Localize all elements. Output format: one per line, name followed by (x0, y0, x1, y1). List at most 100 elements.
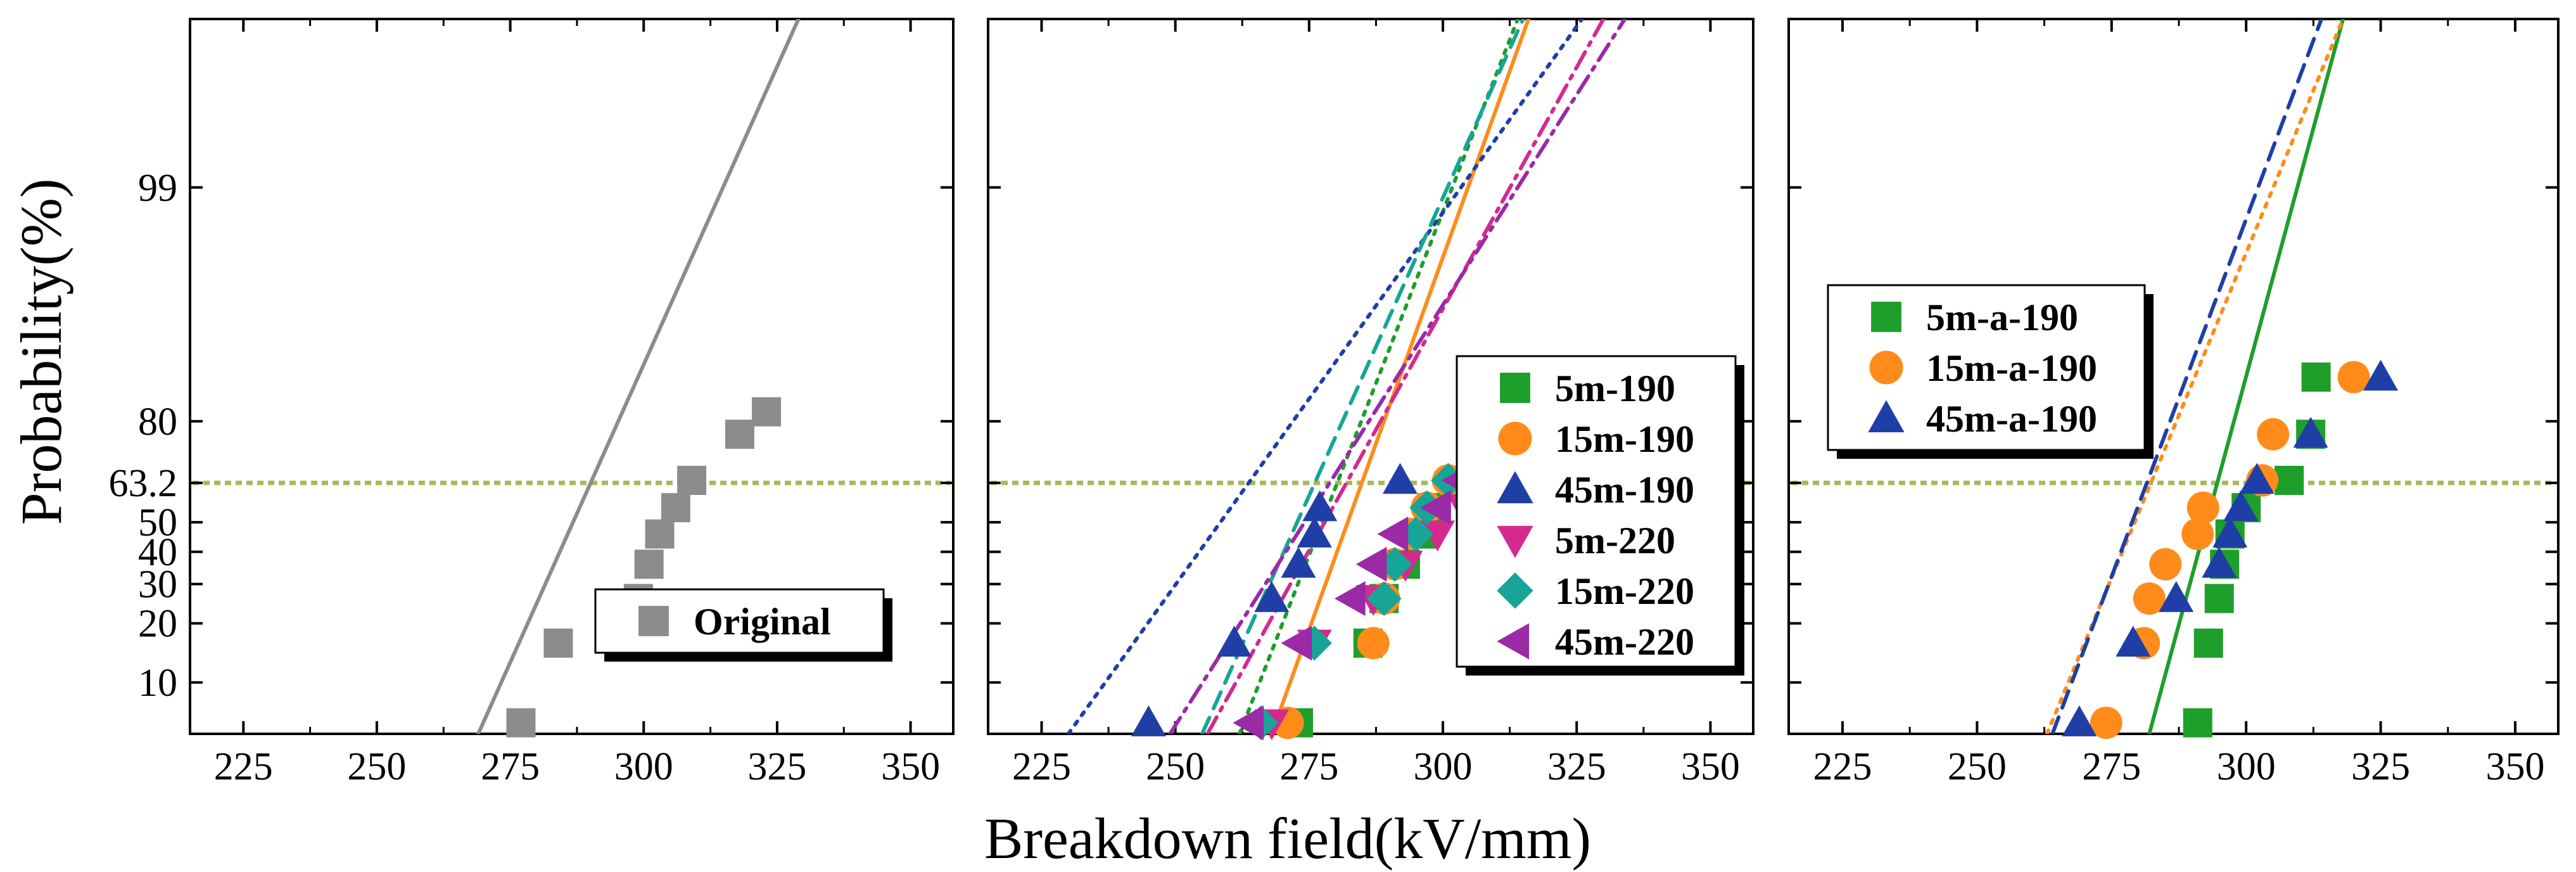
fit-line-5m-220 (1205, 19, 1606, 734)
data-point-15m-a-190 (2186, 491, 2219, 524)
legend-label: 5m-a-190 (1926, 297, 2078, 338)
data-point-Original (677, 466, 707, 496)
data-point-45m-220 (1355, 546, 1387, 582)
data-point-5m-a-190 (2204, 584, 2234, 613)
fit-lines (476, 19, 801, 734)
x-tick-label: 325 (2351, 745, 2410, 788)
data-point-45m-a-190 (2116, 625, 2151, 657)
y-tick-label: 50 (138, 501, 177, 544)
x-tick-label: 300 (1414, 745, 1473, 788)
data-point-Original (506, 708, 536, 738)
data-point-45m-190 (1254, 580, 1290, 612)
y-tick-label: 40 (138, 531, 177, 574)
data-point-45m-190 (1302, 490, 1338, 522)
x-axis-title: Breakdown field(kV/mm) (984, 806, 1591, 871)
data-point-45m-220 (1420, 490, 1451, 525)
data-point-Original (725, 420, 754, 449)
data-point-45m-220 (1281, 625, 1312, 661)
y-tick-label: 30 (138, 563, 177, 606)
panel-frame (1787, 18, 2560, 735)
data-point-45m-a-190 (2159, 580, 2194, 612)
legend-marker-15m-a-190 (1869, 350, 1903, 385)
legend-label: 45m-190 (1555, 469, 1694, 511)
panel-frame (987, 18, 1754, 735)
data-point-15m-a-190 (2149, 548, 2182, 580)
legend-label: 5m-190 (1555, 368, 1675, 409)
data-point-15m-220 (1366, 580, 1402, 616)
data-point-5m-a-190 (2275, 466, 2304, 496)
legend-marker-5m-220 (1497, 525, 1533, 558)
x-tick-label: 275 (1279, 745, 1338, 788)
y-tick-label: 63.2 (109, 462, 178, 505)
legend-label: 45m-220 (1555, 621, 1694, 663)
data-points (506, 397, 782, 738)
legend-marker-Original (638, 606, 669, 636)
fit-line-45m-190 (1066, 19, 1584, 734)
fit-line-5m-a-190 (2147, 19, 2345, 734)
fit-lines (2045, 19, 2345, 734)
data-point-15m-190 (1357, 627, 1390, 660)
panel-anneal: 225 250 275 300 325 350 5m-a-190 15m-a-190 45m-a… (1787, 18, 2560, 788)
data-point-5m-a-190 (2301, 362, 2331, 392)
data-point-Original (645, 519, 675, 549)
x-tick-label: 250 (1146, 745, 1205, 788)
x-tick-label: 275 (2082, 745, 2141, 788)
data-point-15m-a-190 (2257, 418, 2290, 451)
legend-marker-45m-a-190 (1868, 400, 1905, 433)
legend: 5m-190 15m-190 45m-190 5m-220 15m-220 45m-220 (1456, 355, 1744, 676)
legend-marker-45m-190 (1497, 471, 1533, 504)
x-tick-label: 250 (347, 745, 406, 788)
data-point-45m-190 (1131, 705, 1166, 736)
data-point-Original (543, 628, 573, 658)
data-point-45m-190 (1297, 516, 1332, 548)
data-point-45m-a-190 (2363, 359, 2399, 391)
panel-aged: 225 250 275 300 325 3505m-19015m-19045m-1905m… (987, 18, 1754, 788)
fit-line-15m-190 (1269, 19, 1531, 734)
data-point-45m-190 (1217, 625, 1252, 657)
data-point-15m-a-190 (2337, 361, 2370, 394)
data-point-45m-a-190 (2062, 705, 2097, 736)
data-point-5m-a-190 (2183, 708, 2212, 738)
x-tick-label: 225 (1813, 745, 1872, 788)
legend: 5m-a-190 15m-a-190 45m-a-190 (1827, 284, 2154, 459)
x-tick-label: 225 (1012, 745, 1071, 788)
data-point-Original (752, 397, 782, 426)
legend-label: 5m-220 (1555, 520, 1675, 561)
data-point-45m-190 (1281, 546, 1316, 578)
x-tick-label: 275 (481, 745, 540, 788)
data-point-45m-a-190 (2239, 463, 2275, 494)
y-tick-label: 10 (138, 662, 177, 705)
legend-marker-5m-190 (1500, 373, 1530, 403)
x-tick-label: 325 (747, 745, 806, 788)
legend-marker-15m-220 (1497, 572, 1533, 609)
legend-label: 45m-a-190 (1926, 398, 2097, 440)
data-point-45m-220 (1233, 705, 1264, 741)
y-axis-title: Probability(%) (9, 179, 73, 525)
fit-line-15m-220 (1200, 19, 1525, 734)
x-tick-label: 250 (1948, 745, 2007, 788)
fit-lines (1066, 19, 1627, 734)
x-tick-label: 350 (1681, 745, 1740, 788)
legend-label: Original (694, 601, 831, 643)
fit-line-45m-a-190 (2050, 19, 2324, 734)
data-points (2062, 359, 2399, 740)
data-point-45m-a-190 (2202, 546, 2237, 578)
x-tick-label: 300 (2217, 745, 2276, 788)
y-tick-label: 99 (138, 167, 177, 210)
fit-line-Original (476, 19, 801, 734)
legend-label: 15m-a-190 (1926, 347, 2097, 389)
data-point-Original (634, 549, 664, 579)
fit-line-45m-220 (1168, 19, 1627, 734)
data-point-5m-220 (1420, 520, 1456, 552)
legend: Original (594, 588, 892, 662)
panel-frame (189, 18, 955, 735)
data-point-15m-a-190 (2133, 582, 2166, 615)
data-point-15m-a-190 (2090, 707, 2122, 740)
data-point-45m-220 (1377, 516, 1409, 552)
legend-marker-15m-190 (1498, 421, 1532, 456)
data-point-45m-a-190 (2293, 416, 2328, 448)
legend-marker-5m-a-190 (1871, 302, 1901, 332)
